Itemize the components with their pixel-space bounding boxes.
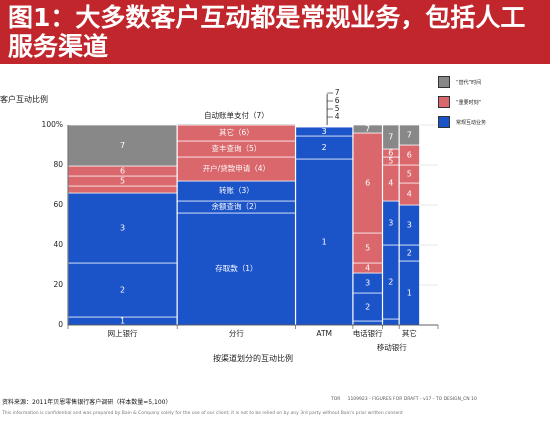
segment-label: 6 [388,149,393,158]
bar-segment [67,192,178,264]
draft-mark: TOR [331,397,341,402]
segment-label: 2 [407,249,412,258]
segment-label: 4 [388,179,393,188]
segment-label: 7 [407,131,412,140]
segment-label: 转账（3） [219,185,254,195]
segment-label: 6 [120,167,125,176]
segment-label: 2 [365,303,370,312]
segment-label: 3 [120,224,125,233]
legend-swatch-replace [438,76,450,88]
y-tick-label: 20 [53,280,63,289]
segment-label: 5 [120,177,125,186]
segment-label: 1 [407,289,412,298]
segment-label: 6 [365,179,370,188]
segment-label: 5 [365,244,370,253]
callout-label: 4 [335,112,340,121]
legend-item-routine: 常规互动业务 [438,114,486,130]
bar-segment [352,232,383,264]
legend-label-replace: “替代”时间 [456,79,482,86]
segment-label: 7 [365,125,370,134]
title-bar: 图1：大多数客户互动都是常规业务，包括人工服务渠道 [0,0,550,64]
segment-label-callout: 自动账单支付（7） [204,110,269,120]
x-category-label: 其它 [402,328,417,338]
x-category-label: 电话银行 [353,328,383,338]
segment-label: 其它（6） [219,127,254,137]
bar-segment [295,124,354,126]
legend-item-moment: “重要时刻” [438,94,486,110]
callout-label: 7 [335,88,340,97]
segment-label: 查丰查询（5） [211,143,261,153]
segment-label: 3 [407,221,412,230]
segment-label: 4 [407,190,412,199]
legend-label-routine: 常规互动业务 [456,119,487,126]
segment-label: 5 [407,170,412,179]
legend-swatch-moment [438,96,450,108]
y-tick-label: 80 [53,160,63,169]
segment-label: 2 [388,278,393,287]
segment-label: 7 [120,141,125,150]
segment-label: 1 [120,317,125,326]
segment-label: 6 [407,151,412,160]
segment-label: 5 [388,157,393,166]
x-category-label: ATM [316,329,332,338]
segment-label: 7 [388,133,393,142]
bar-segment [352,320,383,326]
page-title: 图1：大多数客户互动都是常规业务，包括人工服务渠道 [8,3,526,61]
bar-segment [295,158,354,326]
segment-label: 3 [388,219,393,228]
segment-label: 2 [120,286,125,295]
x-category-label: 移动银行 [377,342,407,352]
segment-label: 开户/贷款申请（4） [203,163,270,173]
segment-label: 余额查询（2） [211,201,261,211]
segment-label: 1 [322,238,327,247]
legend-label-moment: “重要时刻” [456,99,482,106]
segment-label: 3 [322,127,327,136]
draft-label: TOR 1109923 - FIGURES FOR DRAFT - v17 - … [331,397,477,402]
legend-item-replace: “替代”时间 [438,74,486,90]
y-tick-label: 0 [58,320,63,329]
y-axis-label: 客户互动比例 [0,95,48,104]
bar-segment [382,318,400,326]
callout-label: 5 [335,104,340,113]
draft-text: 1109923 - FIGURES FOR DRAFT - v17 - TO D… [347,397,477,402]
legend-swatch-routine [438,116,450,128]
segment-label: 4 [365,264,370,273]
confidential-note: This information is confidential and was… [2,411,403,416]
x-category-label: 网上银行 [108,328,138,338]
legend: “替代”时间 “重要时刻” 常规互动业务 [438,74,486,134]
segment-label: 存取款（1） [215,263,257,273]
y-tick-label: 40 [53,240,63,249]
x-axis-title: 按渠道划分的互动比例 [213,354,293,363]
y-tick-label: 100% [42,120,63,129]
callout-label: 6 [335,96,340,105]
bar-segment [176,123,296,126]
bar-segment [352,132,383,234]
segment-label: 2 [322,143,327,152]
source-note: 资料来源：2011年贝恩零售银行客户调研（样本数量=5,100） [2,399,172,406]
segment-label: 3 [365,279,370,288]
bar-segment [67,185,178,194]
x-category-label: 分行 [229,328,244,338]
y-tick-label: 60 [53,200,63,209]
